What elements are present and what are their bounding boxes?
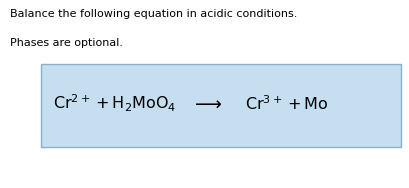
Text: $\longrightarrow$: $\longrightarrow$ xyxy=(191,94,222,113)
Text: Phases are optional.: Phases are optional. xyxy=(10,38,123,48)
Text: Balance the following equation in acidic conditions.: Balance the following equation in acidic… xyxy=(10,9,298,19)
Text: $\rm Cr^{2+} + H_2MoO_4$: $\rm Cr^{2+} + H_2MoO_4$ xyxy=(53,93,177,114)
Text: $\rm Cr^{3+} + Mo$: $\rm Cr^{3+} + Mo$ xyxy=(245,94,329,113)
FancyBboxPatch shape xyxy=(41,64,401,147)
